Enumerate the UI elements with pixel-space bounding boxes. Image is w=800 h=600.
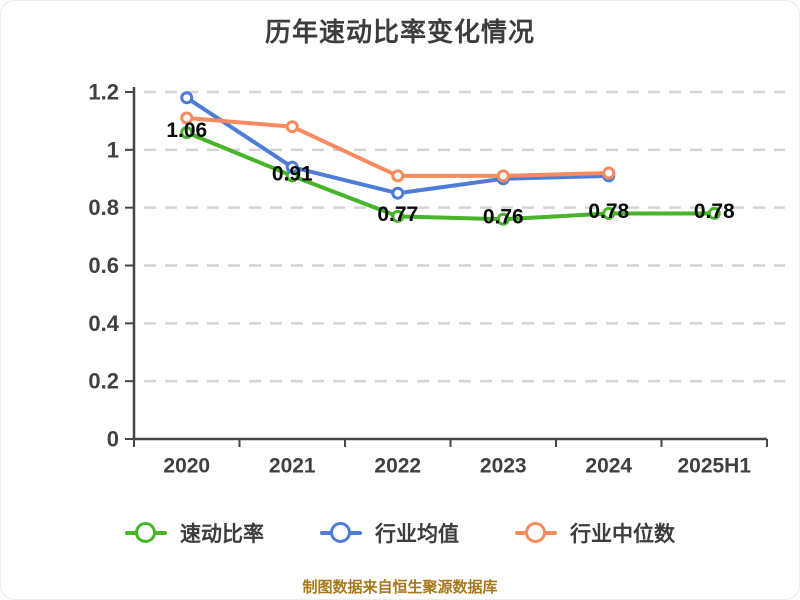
line-marker-icon: [320, 522, 362, 544]
legend-label: 速动比率: [180, 523, 264, 546]
x-axis-labels: 2020 2021 2022 2023 2024 2025H1: [163, 455, 751, 478]
svg-text:2024: 2024: [585, 455, 632, 478]
legend-item-quick-ratio[interactable]: 速动比率: [125, 518, 264, 548]
legend-item-industry-median[interactable]: 行业中位数: [515, 518, 675, 548]
legend-label: 行业中位数: [570, 523, 675, 546]
data-source-note: 制图数据来自恒生聚源数据库: [302, 579, 498, 596]
svg-text:1.2: 1.2: [88, 80, 119, 105]
svg-text:0.78: 0.78: [588, 200, 629, 223]
svg-text:0.6: 0.6: [88, 253, 119, 278]
series-2: [180, 111, 616, 183]
series-1: [180, 91, 616, 200]
line-marker-icon: [125, 522, 167, 544]
line-marker-icon: [515, 522, 557, 544]
svg-text:2021: 2021: [269, 455, 316, 478]
svg-text:2020: 2020: [163, 455, 210, 478]
svg-text:2022: 2022: [374, 455, 421, 478]
chart-legend: 速动比率 行业均值 行业中位数: [1, 518, 799, 548]
svg-text:0: 0: [107, 427, 119, 452]
y-axis-labels: 0 0.2 0.4 0.6 0.8 1 1.2: [88, 80, 119, 452]
svg-text:0.8: 0.8: [88, 195, 119, 220]
svg-text:1: 1: [107, 137, 119, 162]
svg-text:0.78: 0.78: [694, 200, 735, 223]
legend-label: 行业均值: [375, 523, 459, 546]
svg-text:0.4: 0.4: [88, 311, 119, 336]
gridlines: [144, 90, 785, 383]
chart-title: 历年速动比率变化情况: [264, 17, 535, 47]
svg-text:0.76: 0.76: [483, 206, 524, 229]
svg-text:0.77: 0.77: [377, 203, 418, 226]
svg-text:1.06: 1.06: [166, 119, 207, 142]
svg-text:0.2: 0.2: [88, 369, 119, 394]
legend-item-industry-mean[interactable]: 行业均值: [320, 518, 459, 548]
svg-text:2025H1: 2025H1: [677, 455, 751, 478]
data-labels: 1.06 0.91 0.77 0.76 0.78 0.78: [166, 119, 735, 229]
svg-text:2023: 2023: [480, 455, 527, 478]
series-0: [180, 125, 721, 226]
axes: [125, 87, 768, 447]
svg-text:0.91: 0.91: [272, 162, 313, 185]
